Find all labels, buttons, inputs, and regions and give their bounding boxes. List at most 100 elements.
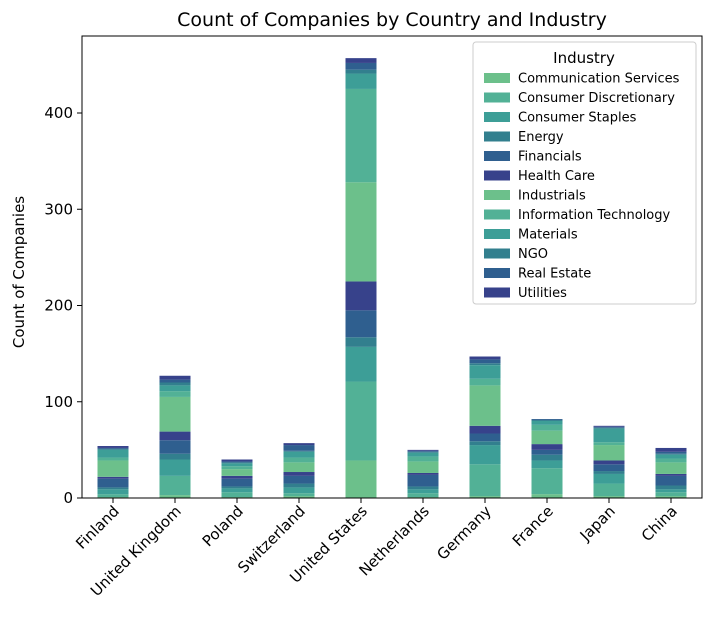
bar-segment: [531, 449, 563, 455]
bar-segment: [283, 493, 315, 497]
bar-segment: [221, 492, 253, 498]
bar-segment: [407, 456, 439, 462]
bar-segment: [159, 385, 191, 392]
legend-label: NGO: [518, 247, 548, 262]
y-tick-label: 400: [44, 104, 73, 122]
bar-segment: [345, 381, 377, 461]
bar-segment: [593, 425, 625, 427]
bar-segment: [97, 447, 129, 449]
bar-segment: [283, 462, 315, 473]
bar-segment: [407, 474, 439, 487]
legend-label: Consumer Staples: [518, 111, 637, 126]
bar-segment: [531, 424, 563, 431]
bar-segment: [407, 449, 439, 451]
bar-segment: [655, 473, 687, 476]
bar-segment: [469, 359, 501, 364]
bar-segment: [531, 444, 563, 450]
bar-segment: [283, 483, 315, 488]
bar-segment: [221, 466, 253, 470]
legend-swatch: [484, 287, 510, 298]
bar-segment: [469, 496, 501, 498]
bar-segment: [655, 447, 687, 452]
legend-label: Communication Services: [518, 72, 680, 87]
bar-segment: [531, 420, 563, 421]
bar-segment: [345, 346, 377, 382]
bar-segment: [283, 450, 315, 452]
y-tick-label: 300: [44, 200, 73, 218]
bar-segment: [407, 451, 439, 453]
bar-segment: [221, 469, 253, 476]
bar-segment: [97, 494, 129, 498]
legend-label: Utilities: [518, 286, 567, 301]
bar-segment: [655, 451, 687, 454]
bar-segment: [531, 460, 563, 469]
bar-segment: [97, 487, 129, 490]
bar-segment: [655, 462, 687, 474]
bar-segment: [407, 472, 439, 475]
bar-segment: [159, 379, 191, 383]
y-tick-label: 200: [44, 297, 73, 315]
legend-entries: Communication Services Consumer Discretio…: [484, 72, 680, 301]
legend-swatch: [484, 170, 510, 181]
legend-swatch: [484, 209, 510, 220]
bar-segment: [345, 182, 377, 282]
x-tick-label: Japan: [576, 502, 619, 545]
bar-segment: [345, 73, 377, 89]
bar-segment: [159, 440, 191, 454]
bar-segment: [531, 468, 563, 495]
bar-segment: [593, 460, 625, 465]
bar-segment: [655, 489, 687, 493]
x-tick-label: Germany: [433, 502, 495, 564]
bar-segment: [221, 459, 253, 462]
y-axis-label: Count of Companies: [10, 196, 28, 348]
bar-segment: [345, 281, 377, 311]
bar-segment: [469, 441, 501, 446]
bar-segment: [593, 427, 625, 429]
bar-segment: [593, 445, 625, 461]
legend-swatch: [484, 229, 510, 239]
legend: Industry Communication Services Consumer …: [472, 41, 697, 305]
bar-segment: [593, 483, 625, 497]
bar-segment: [531, 421, 563, 425]
legend-label: Consumer Discretionary: [518, 91, 675, 106]
bar-segment: [283, 443, 315, 446]
bar-segment: [97, 460, 129, 477]
bar-segment: [469, 363, 501, 366]
bars-layer: [97, 58, 687, 498]
legend-swatch: [484, 190, 510, 200]
bar-segment: [469, 356, 501, 360]
plot-frame: [81, 35, 703, 499]
bar-segment: [655, 458, 687, 463]
bar-segment: [655, 485, 687, 490]
bar-segment: [221, 462, 253, 464]
legend-swatch: [484, 112, 510, 122]
bar-segment: [221, 488, 253, 493]
bar-segment: [655, 453, 687, 455]
bar-segment: [655, 496, 687, 498]
bar-segment: [283, 451, 315, 458]
legend-label: Materials: [518, 228, 578, 243]
bar-segment: [97, 449, 129, 458]
legend-label: Energy: [518, 130, 564, 145]
bar-segment: [159, 475, 191, 496]
x-tick-label: Finland: [72, 502, 123, 553]
bar-segment: [159, 459, 191, 476]
legend-title: Industry: [553, 49, 615, 67]
bar-segment: [159, 431, 191, 441]
bar-segment: [407, 461, 439, 473]
bar-segment: [345, 310, 377, 338]
legend-label: Health Care: [518, 169, 595, 184]
bar-segment: [407, 489, 439, 494]
bar-segment: [283, 475, 315, 484]
bar-segment: [407, 486, 439, 490]
bar-segment: [469, 464, 501, 497]
bar-segment: [531, 419, 563, 421]
bar-segment: [97, 489, 129, 495]
bar-segment: [97, 448, 129, 450]
legend-swatch: [484, 73, 510, 83]
bar-segment: [593, 473, 625, 484]
bar-segment: [159, 391, 191, 397]
bar-segment: [345, 62, 377, 70]
